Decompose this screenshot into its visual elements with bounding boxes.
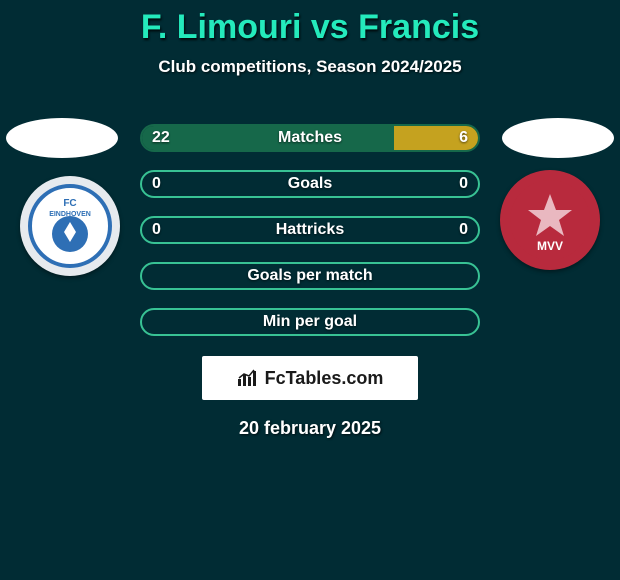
svg-text:MVV: MVV [537,239,563,253]
stat-row: Goals per match [140,262,480,290]
stat-right-segment [310,310,478,334]
stat-right-segment: 6 [394,126,478,150]
player-avatar-left [6,118,118,158]
page-title: F. Limouri vs Francis [0,0,620,47]
club-logo-left-icon: FC EINDHOVEN [28,184,112,268]
club-logo-right-icon: MVV [508,178,592,262]
watermark-text: FcTables.com [265,368,384,389]
stat-row: 00Hattricks [140,216,480,244]
stat-left-segment: 0 [142,172,310,196]
stat-row: 226Matches [140,124,480,152]
stat-row: 00Goals [140,170,480,198]
stat-right-value: 0 [459,175,468,193]
stat-right-segment: 0 [310,218,478,242]
stat-right-segment [310,264,478,288]
page-subtitle: Club competitions, Season 2024/2025 [0,57,620,77]
stat-left-value: 0 [152,175,161,193]
stat-left-segment: 22 [142,126,394,150]
footer-date: 20 february 2025 [0,418,620,439]
club-badge-right: MVV [500,170,600,270]
stat-left-segment [142,264,310,288]
stat-row: Min per goal [140,308,480,336]
bar-chart-icon [237,369,259,387]
comparison-bars: 226Matches00Goals00HattricksGoals per ma… [140,124,480,354]
stat-left-value: 22 [152,129,170,147]
svg-text:EINDHOVEN: EINDHOVEN [49,211,91,218]
club-badge-left: FC EINDHOVEN [20,176,120,276]
stat-right-segment: 0 [310,172,478,196]
stat-right-value: 0 [459,221,468,239]
watermark-badge: FcTables.com [202,356,418,400]
stat-left-segment [142,310,310,334]
player-avatar-right [502,118,614,158]
stat-left-segment: 0 [142,218,310,242]
svg-text:FC: FC [63,198,76,209]
stat-left-value: 0 [152,221,161,239]
stat-right-value: 6 [459,129,468,147]
